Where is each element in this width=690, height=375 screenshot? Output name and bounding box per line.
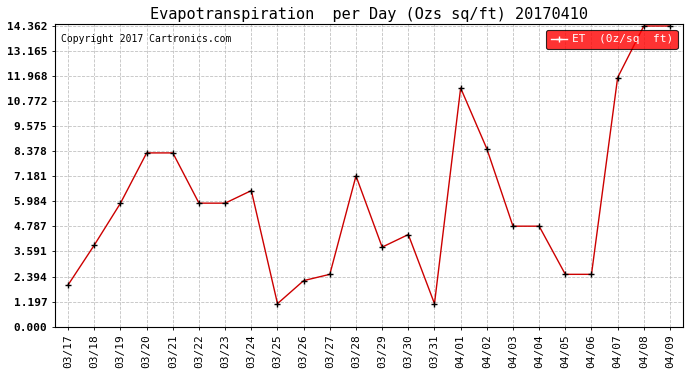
ET  (0z/sq  ft) [247,188,255,193]
ET  (0z/sq  ft) [431,302,439,306]
Legend: ET  (0z/sq  ft): ET (0z/sq ft) [546,30,678,49]
ET  (0z/sq  ft) [273,302,282,306]
ET  (0z/sq  ft) [613,75,622,80]
ET  (0z/sq  ft) [483,147,491,151]
ET  (0z/sq  ft) [352,174,360,178]
ET  (0z/sq  ft) [117,201,125,206]
ET  (0z/sq  ft) [457,86,465,90]
ET  (0z/sq  ft) [299,278,308,283]
ET  (0z/sq  ft) [378,245,386,249]
ET  (0z/sq  ft) [535,224,543,228]
ET  (0z/sq  ft) [64,282,72,287]
ET  (0z/sq  ft) [326,272,334,277]
ET  (0z/sq  ft) [640,24,648,28]
ET  (0z/sq  ft) [509,224,517,228]
ET  (0z/sq  ft) [666,24,674,28]
ET  (0z/sq  ft) [168,151,177,155]
ET  (0z/sq  ft) [90,243,99,247]
ET  (0z/sq  ft) [143,151,151,155]
ET  (0z/sq  ft) [221,201,229,206]
ET  (0z/sq  ft) [587,272,595,277]
ET  (0z/sq  ft) [195,201,203,206]
Line: ET  (0z/sq  ft): ET (0z/sq ft) [66,23,673,306]
ET  (0z/sq  ft) [404,232,413,237]
ET  (0z/sq  ft) [561,272,569,277]
Text: Copyright 2017 Cartronics.com: Copyright 2017 Cartronics.com [61,34,232,44]
Title: Evapotranspiration  per Day (Ozs sq/ft) 20170410: Evapotranspiration per Day (Ozs sq/ft) 2… [150,7,588,22]
